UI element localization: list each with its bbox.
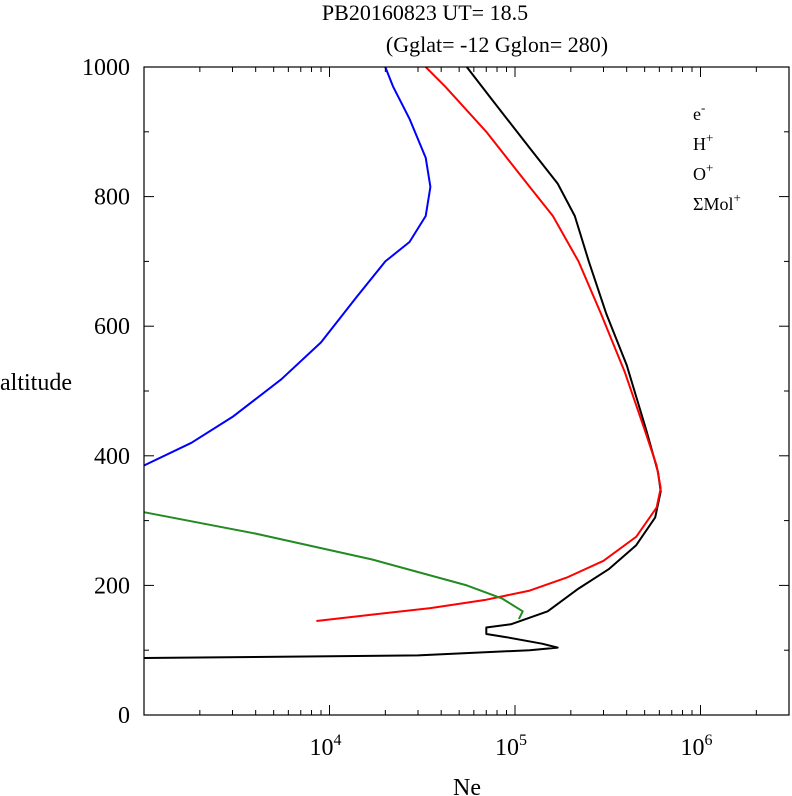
y-axis-label: altitude bbox=[0, 370, 72, 396]
y-tick-label: 800 bbox=[94, 185, 130, 211]
legend-entry: H+ bbox=[693, 130, 713, 154]
chart-title-line1: PB20160823 UT= 18.5 bbox=[322, 0, 528, 25]
series-line-e- bbox=[143, 66, 662, 659]
y-tick-label: 400 bbox=[94, 444, 130, 470]
y-tick-label: 1000 bbox=[82, 55, 130, 81]
y-tick-label: 600 bbox=[94, 314, 130, 340]
chart-title-line2: (Gglat= -12 Gglon= 280) bbox=[386, 32, 608, 57]
legend: e- H+ O+ ΣMol+ bbox=[693, 100, 741, 214]
x-tick-label: 104 bbox=[309, 732, 341, 761]
series-line-O+ bbox=[316, 66, 662, 622]
series-line-ΣMol+ bbox=[143, 511, 524, 620]
y-tick-label: 200 bbox=[94, 573, 130, 599]
legend-entry: ΣMol+ bbox=[693, 190, 741, 214]
y-axis: 0 200 400 600 800 1000 bbox=[82, 55, 789, 729]
x-tick-label: 105 bbox=[495, 732, 527, 761]
x-axis-label: Ne bbox=[453, 775, 481, 796]
legend-entry: e- bbox=[693, 100, 705, 124]
legend-entry: O+ bbox=[693, 160, 713, 184]
series-lines bbox=[143, 66, 662, 659]
series-line-H+ bbox=[143, 66, 432, 467]
y-tick-label: 0 bbox=[118, 703, 130, 729]
x-tick-label: 106 bbox=[680, 732, 712, 761]
